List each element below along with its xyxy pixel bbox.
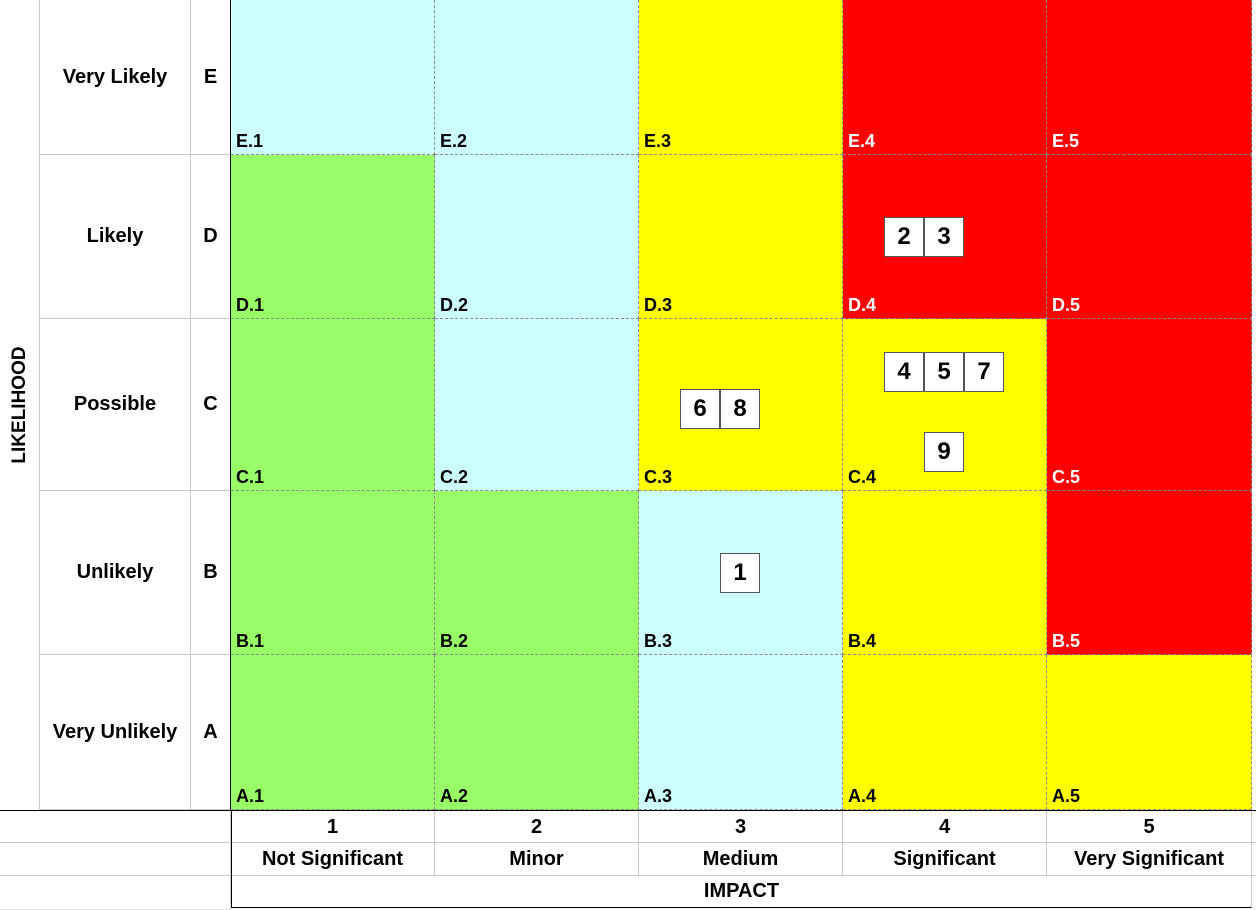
impact-number-5: 5	[1047, 811, 1252, 844]
cell-code: A.3	[644, 786, 673, 806]
risk-marker-2[interactable]: 2	[884, 217, 924, 257]
likelihood-label-a: Very Unlikely	[40, 655, 191, 810]
risk-cell: E.2	[435, 0, 639, 155]
likelihood-label-b: Unlikely	[40, 491, 191, 655]
likelihood-code-c: C	[191, 319, 231, 491]
cell-code: C.4	[848, 467, 877, 487]
risk-marker-7[interactable]: 7	[964, 352, 1004, 392]
cell-code: D.3	[644, 295, 673, 315]
cell-code: B.3	[644, 631, 673, 651]
cell-code: A.1	[236, 786, 265, 806]
cell-code: D.2	[440, 295, 469, 315]
cell-code: C.3	[644, 467, 673, 487]
risk-cell: B.4	[843, 491, 1047, 655]
likelihood-axis-title: LIKELIHOOD	[8, 346, 30, 464]
impact-label-2: Minor	[435, 843, 639, 876]
axis-divider	[231, 810, 232, 908]
impact-number-1: 1	[231, 811, 435, 844]
likelihood-code-d: D	[191, 155, 231, 319]
impact-label-3: Medium	[639, 843, 843, 876]
cell-code: D.4	[848, 295, 877, 315]
impact-number-2: 2	[435, 811, 639, 844]
risk-cell: C.2	[435, 319, 639, 491]
impact-label-1: Not Significant	[231, 843, 435, 876]
risk-marker-6[interactable]: 6	[680, 389, 720, 429]
impact-label-row: Not Significant Minor Medium Significant Ver…	[0, 843, 1256, 876]
cell-code: E.2	[440, 131, 468, 151]
cell-code: B.5	[1052, 631, 1081, 651]
likelihood-code-e: E	[191, 0, 231, 155]
risk-cell: E.5	[1047, 0, 1252, 155]
risk-marker-8[interactable]: 8	[720, 389, 760, 429]
impact-number-3: 3	[639, 811, 843, 844]
cell-code: A.5	[1052, 786, 1081, 806]
risk-cell: D.1	[231, 155, 435, 319]
cell-code: D.5	[1052, 295, 1081, 315]
risk-marker-1[interactable]: 1	[720, 553, 760, 593]
cell-code: C.1	[236, 467, 265, 487]
impact-axis-title: IMPACT	[231, 876, 1252, 908]
risk-cell: B.5	[1047, 491, 1252, 655]
risk-marker-4[interactable]: 4	[884, 352, 924, 392]
risk-marker-9[interactable]: 9	[924, 432, 964, 472]
risk-cell: A.2	[435, 655, 639, 810]
cell-code: E.5	[1052, 131, 1080, 151]
risk-cell: B.2	[435, 491, 639, 655]
likelihood-code-a: A	[191, 655, 231, 810]
cell-code: A.2	[440, 786, 469, 806]
impact-label-4: Significant	[843, 843, 1047, 876]
risk-cell: E.4	[843, 0, 1047, 155]
likelihood-label-e: Very Likely	[40, 0, 191, 155]
cell-code: C.5	[1052, 467, 1081, 487]
cell-code: B.4	[848, 631, 877, 651]
cell-code: A.4	[848, 786, 877, 806]
risk-cell: A.3	[639, 655, 843, 810]
impact-number-4: 4	[843, 811, 1047, 844]
risk-cell: D.4	[843, 155, 1047, 319]
cell-code: C.2	[440, 467, 469, 487]
likelihood-axis: LIKELIHOOD	[0, 0, 40, 810]
cell-code: E.1	[236, 131, 264, 151]
risk-cell: A.1	[231, 655, 435, 810]
likelihood-label-d: Likely	[40, 155, 191, 319]
cell-code: E.4	[848, 131, 876, 151]
impact-label-5: Very Significant	[1047, 843, 1252, 876]
risk-cell: D.5	[1047, 155, 1252, 319]
risk-cell: C.5	[1047, 319, 1252, 491]
cell-code: D.1	[236, 295, 265, 315]
likelihood-code-b: B	[191, 491, 231, 655]
cell-code: B.2	[440, 631, 469, 651]
cell-code: E.3	[644, 131, 672, 151]
risk-cell: D.3	[639, 155, 843, 319]
risk-cell: E.1	[231, 0, 435, 155]
risk-cell: E.3	[639, 0, 843, 155]
risk-cell: B.1	[231, 491, 435, 655]
risk-marker-5[interactable]: 5	[924, 352, 964, 392]
likelihood-label-c: Possible	[40, 319, 191, 491]
risk-cell: C.1	[231, 319, 435, 491]
risk-cell: A.5	[1047, 655, 1252, 810]
risk-marker-3[interactable]: 3	[924, 217, 964, 257]
risk-cell: A.4	[843, 655, 1047, 810]
risk-cell: D.2	[435, 155, 639, 319]
cell-code: B.1	[236, 631, 265, 651]
